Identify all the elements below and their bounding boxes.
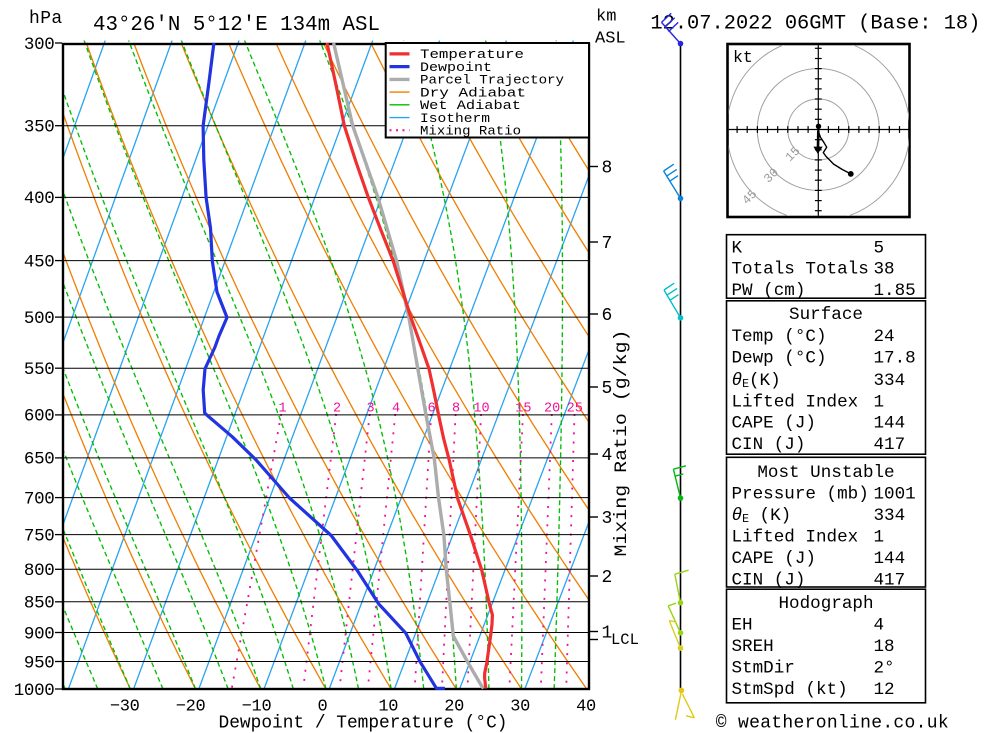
svg-text:1001: 1001: [874, 485, 916, 505]
svg-text:Wet Adiabat: Wet Adiabat: [420, 98, 521, 113]
svg-text:500: 500: [24, 309, 55, 329]
svg-text:1000: 1000: [14, 681, 55, 701]
svg-text:8: 8: [452, 402, 460, 417]
svg-text:600: 600: [24, 407, 55, 427]
svg-text:4: 4: [602, 446, 613, 466]
svg-text:Lifted Index: Lifted Index: [732, 392, 859, 412]
svg-text:24: 24: [874, 327, 895, 347]
svg-text:km: km: [596, 8, 616, 27]
svg-text:400: 400: [24, 189, 55, 209]
svg-text:40: 40: [576, 698, 596, 717]
svg-text:7: 7: [602, 234, 613, 254]
svg-text:θE(K): θE(K): [732, 371, 781, 391]
svg-text:650: 650: [24, 450, 55, 470]
svg-text:Dewpoint / Temperature (°C): Dewpoint / Temperature (°C): [219, 713, 508, 733]
svg-text:30: 30: [510, 698, 530, 717]
svg-text:StmDir: StmDir: [732, 659, 795, 679]
svg-text:43°26'N 5°12'E 134m ASL: 43°26'N 5°12'E 134m ASL: [93, 14, 380, 37]
svg-text:700: 700: [24, 489, 55, 509]
svg-text:850: 850: [24, 594, 55, 614]
svg-text:18: 18: [874, 637, 895, 657]
svg-text:334: 334: [874, 506, 906, 526]
svg-text:550: 550: [24, 360, 55, 380]
svg-text:17.8: 17.8: [874, 349, 916, 369]
svg-text:Isotherm: Isotherm: [420, 111, 490, 126]
svg-text:4: 4: [874, 616, 885, 636]
svg-text:5: 5: [602, 379, 613, 399]
svg-text:Mixing Ratio: Mixing Ratio: [420, 124, 521, 139]
svg-text:Most Unstable: Most Unstable: [757, 463, 894, 483]
svg-text:Lifted Index: Lifted Index: [732, 528, 859, 548]
svg-text:20: 20: [544, 402, 560, 417]
svg-text:1: 1: [602, 624, 613, 644]
svg-text:417: 417: [874, 571, 906, 591]
svg-text:2°: 2°: [874, 659, 895, 679]
svg-text:5: 5: [874, 239, 885, 259]
svg-text:CIN (J): CIN (J): [732, 435, 806, 455]
svg-text:hPa: hPa: [29, 9, 63, 29]
svg-text:750: 750: [24, 526, 55, 546]
svg-text:25: 25: [567, 402, 583, 417]
svg-text:12.07.2022 06GMT (Base: 18): 12.07.2022 06GMT (Base: 18): [650, 13, 980, 36]
svg-text:Dewp (°C): Dewp (°C): [732, 349, 827, 369]
svg-text:θE (K): θE (K): [732, 506, 792, 526]
svg-text:4: 4: [392, 402, 400, 417]
svg-text:15: 15: [515, 402, 531, 417]
svg-text:K: K: [732, 239, 743, 259]
svg-text:300: 300: [24, 35, 55, 55]
svg-text:1.85: 1.85: [874, 281, 916, 301]
svg-text:Temp (°C): Temp (°C): [732, 327, 827, 347]
svg-text:Pressure (mb): Pressure (mb): [732, 485, 869, 505]
svg-text:−10: −10: [242, 698, 272, 717]
svg-text:417: 417: [874, 435, 906, 455]
svg-text:10: 10: [378, 698, 398, 717]
svg-text:Dry Adiabat: Dry Adiabat: [420, 85, 526, 100]
svg-text:144: 144: [874, 414, 906, 434]
svg-text:6: 6: [428, 402, 436, 417]
svg-text:8: 8: [602, 159, 613, 179]
svg-text:LCL: LCL: [611, 631, 639, 649]
svg-text:3: 3: [602, 509, 613, 529]
svg-text:38: 38: [874, 260, 895, 280]
svg-text:20: 20: [444, 698, 464, 717]
svg-text:6: 6: [602, 306, 613, 326]
svg-text:Dewpoint: Dewpoint: [420, 60, 492, 75]
svg-text:10: 10: [473, 402, 489, 417]
svg-text:kt: kt: [733, 48, 753, 67]
svg-text:2: 2: [333, 402, 341, 417]
svg-text:CIN (J): CIN (J): [732, 571, 806, 591]
svg-text:334: 334: [874, 371, 906, 391]
svg-text:CAPE (J): CAPE (J): [732, 414, 816, 434]
svg-text:Hodograph: Hodograph: [778, 594, 873, 614]
svg-text:350: 350: [24, 118, 55, 138]
svg-text:−20: −20: [176, 698, 206, 717]
svg-text:Parcel Trajectory: Parcel Trajectory: [420, 73, 564, 88]
svg-text:1: 1: [874, 528, 885, 548]
svg-text:900: 900: [24, 624, 55, 644]
svg-text:0: 0: [317, 698, 327, 717]
svg-text:© weatheronline.co.uk: © weatheronline.co.uk: [716, 714, 949, 733]
svg-text:12: 12: [874, 680, 895, 700]
svg-text:2: 2: [602, 568, 613, 588]
svg-text:1: 1: [874, 392, 885, 412]
svg-text:450: 450: [24, 252, 55, 272]
svg-text:StmSpd (kt): StmSpd (kt): [732, 680, 848, 700]
svg-text:3: 3: [366, 402, 374, 417]
svg-text:Mixing Ratio (g/kg): Mixing Ratio (g/kg): [612, 330, 632, 557]
svg-text:ASL: ASL: [595, 30, 626, 49]
svg-text:SREH: SREH: [732, 637, 774, 657]
svg-text:144: 144: [874, 549, 906, 569]
svg-text:950: 950: [24, 653, 55, 673]
svg-text:PW (cm): PW (cm): [732, 281, 806, 301]
svg-text:Surface: Surface: [789, 305, 863, 325]
svg-text:800: 800: [24, 561, 55, 581]
svg-text:CAPE (J): CAPE (J): [732, 549, 816, 569]
svg-text:−30: −30: [110, 698, 140, 717]
svg-text:EH: EH: [732, 616, 753, 636]
svg-text:Totals Totals: Totals Totals: [732, 260, 869, 280]
svg-text:Temperature: Temperature: [420, 47, 524, 62]
svg-text:1: 1: [278, 402, 286, 417]
